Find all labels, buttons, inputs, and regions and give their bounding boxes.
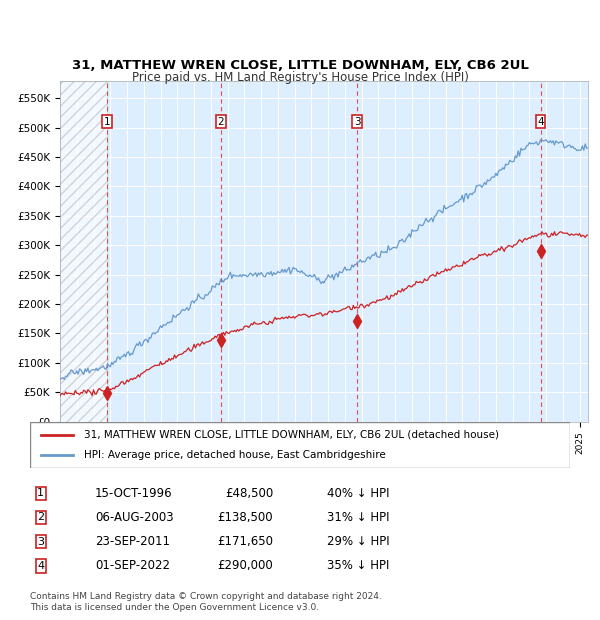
FancyBboxPatch shape (30, 422, 570, 468)
Text: £138,500: £138,500 (217, 511, 273, 524)
Text: Contains HM Land Registry data © Crown copyright and database right 2024.
This d: Contains HM Land Registry data © Crown c… (30, 592, 382, 611)
Text: 1: 1 (103, 117, 110, 126)
Text: £171,650: £171,650 (217, 535, 273, 548)
Text: 4: 4 (537, 117, 544, 126)
Text: HPI: Average price, detached house, East Cambridgeshire: HPI: Average price, detached house, East… (84, 450, 386, 460)
Text: 23-SEP-2011: 23-SEP-2011 (95, 535, 170, 548)
Text: 2: 2 (37, 513, 44, 523)
Text: 2: 2 (217, 117, 224, 126)
Text: 01-SEP-2022: 01-SEP-2022 (95, 559, 170, 572)
Text: 31% ↓ HPI: 31% ↓ HPI (327, 511, 389, 524)
Text: Price paid vs. HM Land Registry's House Price Index (HPI): Price paid vs. HM Land Registry's House … (131, 71, 469, 84)
Text: 06-AUG-2003: 06-AUG-2003 (95, 511, 173, 524)
Text: 3: 3 (354, 117, 361, 126)
Text: £48,500: £48,500 (225, 487, 273, 500)
Text: 3: 3 (37, 537, 44, 547)
Text: £290,000: £290,000 (217, 559, 273, 572)
Text: 29% ↓ HPI: 29% ↓ HPI (327, 535, 389, 548)
Text: 31, MATTHEW WREN CLOSE, LITTLE DOWNHAM, ELY, CB6 2UL (detached house): 31, MATTHEW WREN CLOSE, LITTLE DOWNHAM, … (84, 430, 499, 440)
Text: 35% ↓ HPI: 35% ↓ HPI (327, 559, 389, 572)
Text: 40% ↓ HPI: 40% ↓ HPI (327, 487, 389, 500)
Text: 1: 1 (37, 488, 44, 498)
Text: 31, MATTHEW WREN CLOSE, LITTLE DOWNHAM, ELY, CB6 2UL: 31, MATTHEW WREN CLOSE, LITTLE DOWNHAM, … (71, 59, 529, 71)
Text: 4: 4 (37, 561, 44, 571)
Text: 15-OCT-1996: 15-OCT-1996 (95, 487, 172, 500)
Bar (60, 81, 107, 422)
